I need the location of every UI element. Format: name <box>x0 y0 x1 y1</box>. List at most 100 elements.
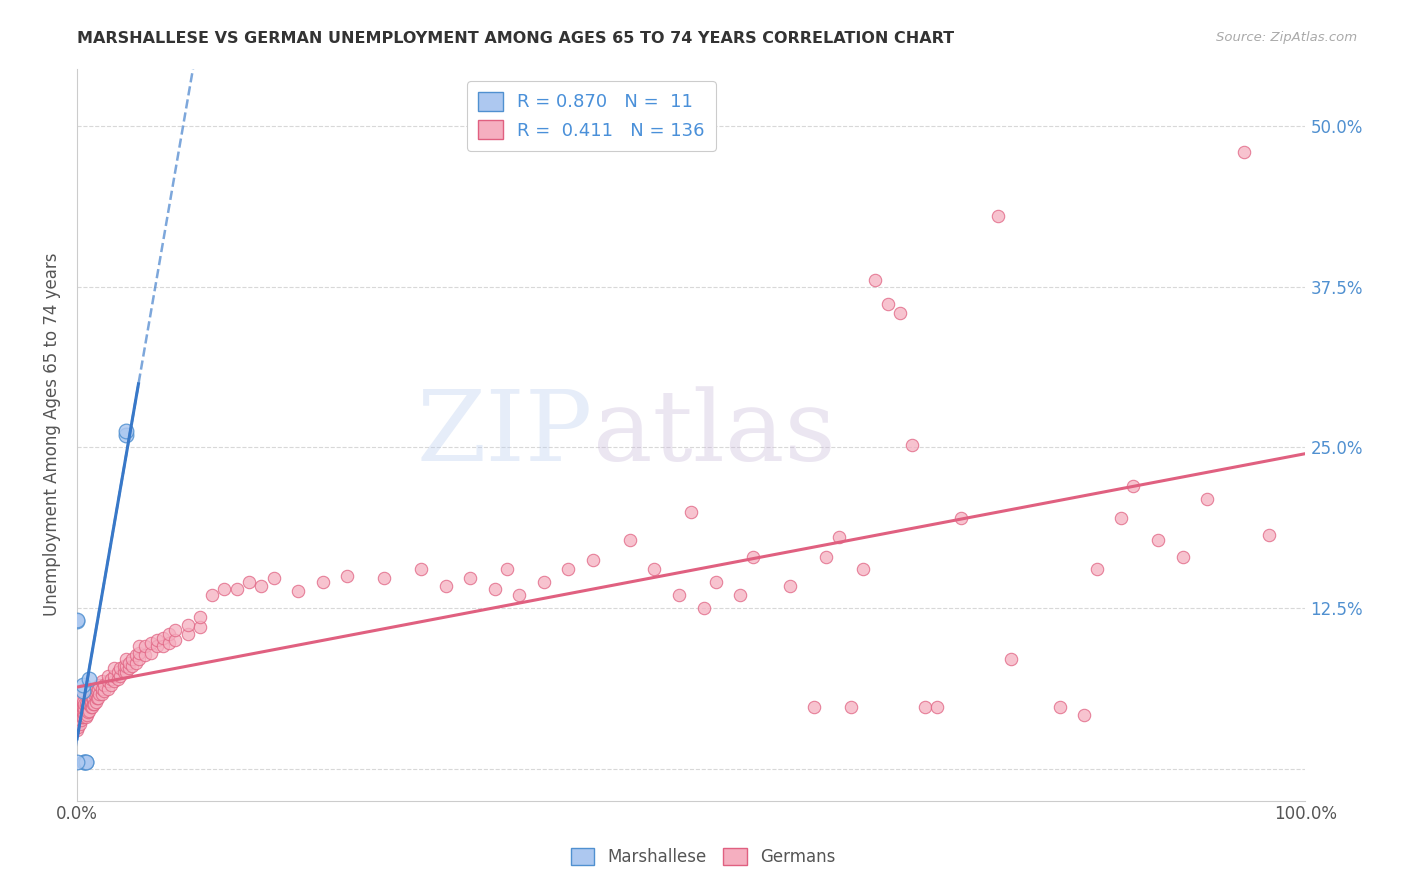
Point <box>134 648 156 663</box>
Point <box>84 687 107 701</box>
Point <box>69 698 91 712</box>
Point <box>434 579 457 593</box>
Point <box>250 579 273 593</box>
Point <box>668 588 690 602</box>
Point <box>876 296 898 310</box>
Point <box>115 658 138 673</box>
Point <box>67 707 90 722</box>
Point <box>152 631 174 645</box>
Point <box>176 617 198 632</box>
Point <box>112 658 135 673</box>
Point <box>77 705 100 719</box>
Point <box>914 699 936 714</box>
Point <box>69 695 91 709</box>
Point <box>1122 479 1144 493</box>
Point <box>67 699 90 714</box>
Point <box>89 687 111 701</box>
Legend: R = 0.870   N =  11, R =  0.411   N = 136: R = 0.870 N = 11, R = 0.411 N = 136 <box>467 81 716 151</box>
Point <box>852 562 875 576</box>
Point <box>1085 562 1108 576</box>
Point <box>86 690 108 705</box>
Point <box>336 569 359 583</box>
Point <box>70 704 93 718</box>
Point <box>1147 533 1170 547</box>
Point <box>1109 511 1132 525</box>
Point <box>214 582 236 596</box>
Point <box>69 702 91 716</box>
Point <box>176 626 198 640</box>
Point <box>121 652 143 666</box>
Point <box>225 582 247 596</box>
Point <box>263 571 285 585</box>
Point <box>139 646 162 660</box>
Point <box>115 424 138 438</box>
Point <box>97 681 120 696</box>
Point <box>484 582 506 596</box>
Text: MARSHALLESE VS GERMAN UNEMPLOYMENT AMONG AGES 65 TO 74 YEARS CORRELATION CHART: MARSHALLESE VS GERMAN UNEMPLOYMENT AMONG… <box>77 31 955 46</box>
Point <box>107 672 129 686</box>
Point <box>987 209 1010 223</box>
Point <box>1233 145 1256 159</box>
Point <box>146 640 169 654</box>
Point <box>75 704 97 718</box>
Point <box>73 702 96 716</box>
Point <box>72 684 94 698</box>
Point <box>950 511 973 525</box>
Point <box>66 755 89 769</box>
Point <box>79 690 101 705</box>
Point <box>86 684 108 698</box>
Point <box>128 646 150 660</box>
Point <box>77 698 100 712</box>
Point <box>108 661 131 675</box>
Point <box>72 699 94 714</box>
Point <box>287 584 309 599</box>
Point <box>73 755 96 769</box>
Point <box>188 620 211 634</box>
Point <box>815 549 838 564</box>
Point <box>90 687 112 701</box>
Point <box>115 652 138 666</box>
Point <box>84 681 107 696</box>
Point <box>533 575 555 590</box>
Point <box>643 562 665 576</box>
Point <box>70 699 93 714</box>
Point <box>79 704 101 718</box>
Point <box>70 710 93 724</box>
Point <box>1197 491 1219 506</box>
Point <box>76 707 98 722</box>
Point <box>93 678 115 692</box>
Point <box>93 684 115 698</box>
Point <box>66 710 89 724</box>
Point <box>118 661 141 675</box>
Point <box>66 723 89 737</box>
Point <box>66 713 89 727</box>
Point <box>157 626 180 640</box>
Point <box>66 716 89 731</box>
Point <box>188 610 211 624</box>
Point <box>66 699 89 714</box>
Point <box>69 713 91 727</box>
Point <box>75 698 97 712</box>
Point <box>70 690 93 705</box>
Point <box>75 755 97 769</box>
Point <box>115 427 138 442</box>
Point <box>73 755 96 769</box>
Point <box>238 575 260 590</box>
Point <box>146 633 169 648</box>
Point <box>89 678 111 692</box>
Point <box>79 672 101 686</box>
Point <box>312 575 335 590</box>
Point <box>82 698 104 712</box>
Point <box>779 579 801 593</box>
Point <box>107 665 129 680</box>
Point <box>139 635 162 649</box>
Point <box>741 549 763 564</box>
Point <box>1171 549 1194 564</box>
Point <box>865 273 887 287</box>
Point <box>87 681 110 696</box>
Point <box>69 705 91 719</box>
Point <box>1049 699 1071 714</box>
Point <box>66 698 89 712</box>
Point <box>76 699 98 714</box>
Point <box>692 601 714 615</box>
